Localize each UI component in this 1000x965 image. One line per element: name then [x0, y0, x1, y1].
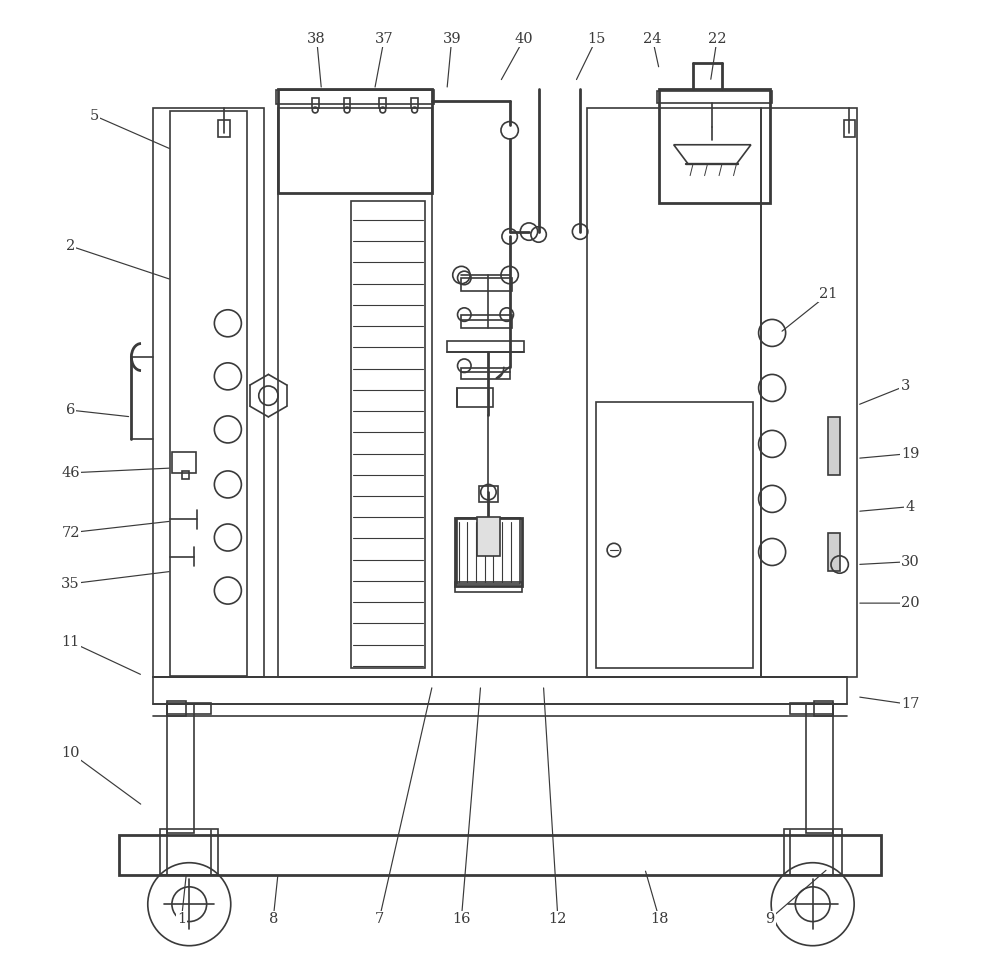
Bar	[278, 108, 432, 677]
Bar	[455, 582, 522, 592]
Bar	[587, 108, 761, 677]
Text: 72: 72	[61, 526, 80, 539]
Bar	[182, 471, 189, 479]
Text: 21: 21	[819, 288, 837, 301]
Bar	[167, 701, 186, 716]
Bar	[153, 677, 847, 704]
Text: 12: 12	[549, 912, 567, 925]
Bar	[479, 486, 498, 502]
Bar	[351, 201, 425, 668]
Bar	[119, 835, 881, 875]
Bar	[160, 829, 218, 875]
Bar	[457, 388, 493, 407]
Bar	[167, 703, 210, 714]
Bar	[276, 90, 434, 104]
Text: 17: 17	[901, 698, 919, 711]
Text: 15: 15	[587, 32, 606, 45]
Bar	[278, 89, 432, 193]
Bar	[167, 704, 194, 833]
Bar	[814, 701, 833, 716]
Text: 1: 1	[177, 912, 186, 925]
Text: 10: 10	[61, 746, 80, 759]
Text: 11: 11	[61, 635, 80, 648]
Text: 19: 19	[901, 447, 919, 460]
Bar	[844, 120, 855, 137]
Bar	[218, 120, 230, 137]
Text: 24: 24	[643, 32, 662, 45]
Text: 2: 2	[66, 239, 75, 253]
Bar	[761, 108, 857, 677]
Bar	[170, 111, 247, 676]
Text: 7: 7	[375, 912, 384, 925]
Text: 40: 40	[515, 32, 533, 45]
Bar	[447, 341, 524, 352]
Text: 8: 8	[269, 912, 278, 925]
Text: 5: 5	[90, 109, 99, 123]
Text: 30: 30	[901, 555, 919, 568]
Text: 35: 35	[61, 577, 80, 591]
Bar	[790, 703, 833, 714]
Text: 38: 38	[307, 32, 326, 45]
Text: 46: 46	[61, 466, 80, 480]
Bar	[461, 368, 510, 379]
Bar	[461, 315, 512, 328]
Bar	[344, 98, 350, 108]
Text: 6: 6	[66, 403, 75, 417]
Text: 4: 4	[905, 500, 915, 513]
Bar	[828, 533, 840, 571]
Bar	[784, 829, 842, 875]
Bar	[457, 518, 520, 584]
Bar	[657, 91, 772, 103]
Bar	[596, 402, 753, 668]
Text: 3: 3	[901, 379, 910, 393]
Text: 20: 20	[901, 596, 919, 610]
Bar	[411, 98, 418, 108]
Text: 9: 9	[766, 912, 775, 925]
Text: 22: 22	[708, 32, 726, 45]
Bar	[806, 704, 833, 833]
Bar	[477, 517, 500, 556]
Bar	[172, 452, 196, 473]
Text: 18: 18	[650, 912, 668, 925]
Bar	[153, 108, 264, 677]
Text: 39: 39	[442, 32, 461, 45]
Text: 37: 37	[375, 32, 394, 45]
Bar	[379, 98, 386, 108]
Text: 16: 16	[452, 912, 471, 925]
Bar	[828, 417, 840, 475]
Bar	[312, 98, 319, 108]
Bar	[455, 518, 522, 586]
Bar	[659, 89, 770, 203]
Bar	[461, 278, 512, 291]
